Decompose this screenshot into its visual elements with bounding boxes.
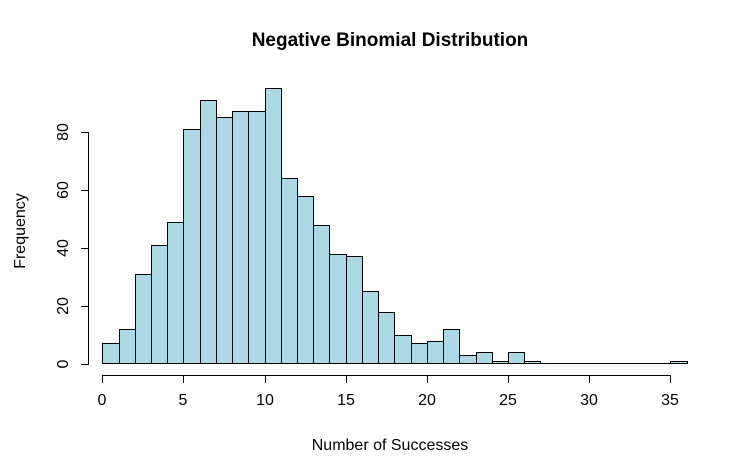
x-tick-label: 25: [499, 392, 517, 409]
x-tick-label: 0: [97, 392, 107, 409]
histogram-bar: [281, 178, 298, 364]
x-tick: [670, 376, 671, 383]
x-tick-label: 10: [256, 392, 274, 409]
x-tick-label: 15: [337, 392, 355, 409]
histogram-bar: [346, 256, 363, 364]
chart-title: Negative Binomial Distribution: [251, 30, 529, 51]
histogram-bar: [183, 129, 201, 364]
y-tick: [81, 364, 88, 365]
histogram-bar: [119, 329, 136, 364]
x-axis-label: Number of Successes: [311, 437, 469, 454]
y-tick-label: 40: [55, 239, 72, 257]
x-tick: [427, 376, 428, 383]
x-tick: [265, 376, 266, 383]
histogram-bar: [443, 329, 460, 364]
y-tick: [81, 132, 88, 133]
histogram-bar: [427, 341, 444, 364]
x-tick: [589, 376, 590, 383]
histogram-bar: [394, 335, 412, 364]
histogram-bar: [135, 274, 152, 364]
histogram-bar: [411, 343, 428, 364]
x-tick-label: 30: [580, 392, 598, 409]
histogram-bar: [265, 88, 282, 364]
histogram-bar: [167, 222, 184, 364]
histogram-bar: [248, 111, 266, 364]
x-tick: [183, 376, 184, 383]
x-tick: [346, 376, 347, 383]
histogram-bar: [297, 196, 314, 364]
histogram-bar: [492, 361, 509, 364]
histogram-bar: [102, 343, 120, 364]
histogram-bar: [232, 111, 249, 364]
histogram-bar: [378, 312, 395, 364]
y-tick-label: 60: [55, 181, 72, 199]
y-axis-label: Frequency: [12, 193, 29, 269]
histogram-bar: [508, 352, 525, 364]
x-axis-line: [102, 375, 671, 376]
x-tick-label: 5: [178, 392, 188, 409]
histogram-bar: [362, 291, 379, 364]
histogram-bar: [670, 361, 688, 364]
y-axis-line: [88, 132, 89, 365]
x-tick-label: 20: [418, 392, 436, 409]
histogram-bar: [151, 245, 168, 364]
x-tick: [508, 376, 509, 383]
y-tick-label: 20: [55, 297, 72, 315]
histogram-bar: [329, 254, 347, 364]
histogram-bar: [524, 361, 541, 364]
y-tick: [81, 190, 88, 191]
histogram-bar: [200, 100, 217, 364]
histogram-bar: [216, 117, 233, 364]
x-tick: [102, 376, 103, 383]
histogram-bar: [313, 225, 330, 364]
y-tick: [81, 306, 88, 307]
y-tick-label: 0: [55, 359, 72, 369]
histogram-bar: [459, 355, 477, 364]
x-tick-label: 35: [661, 392, 679, 409]
y-tick: [81, 248, 88, 249]
histogram-bar: [476, 352, 493, 364]
y-tick-label: 80: [55, 123, 72, 141]
